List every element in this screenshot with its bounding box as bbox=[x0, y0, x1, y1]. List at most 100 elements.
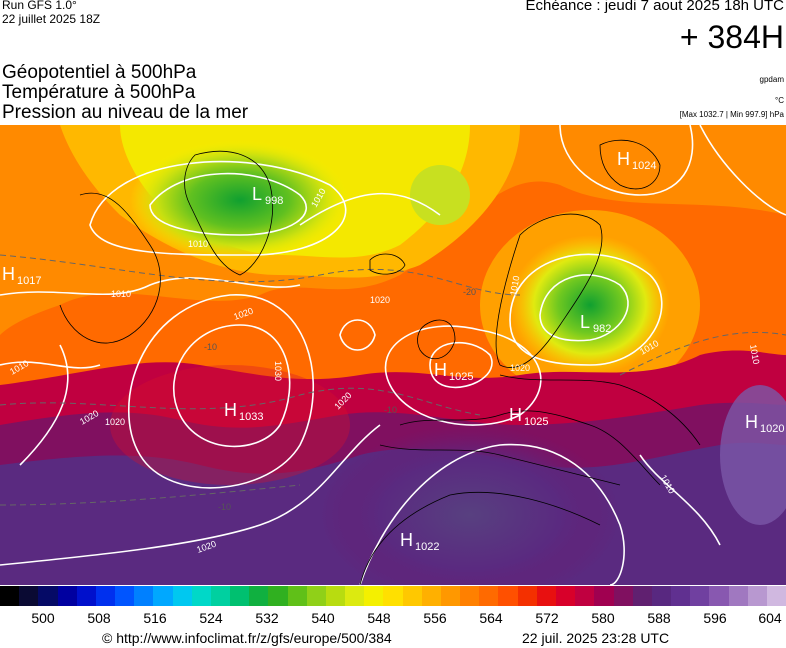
scale-swatch bbox=[153, 586, 173, 606]
scale-swatch bbox=[306, 586, 326, 606]
scale-swatch bbox=[134, 586, 154, 606]
isobar-label: 1030 bbox=[273, 361, 283, 381]
scale-swatch bbox=[709, 586, 729, 606]
scale-swatch bbox=[115, 586, 135, 606]
scale-swatch bbox=[594, 586, 614, 606]
scale-swatch bbox=[95, 586, 116, 606]
source-url[interactable]: © http://www.infoclimat.fr/z/gfs/europe/… bbox=[102, 630, 392, 646]
scale-tick: 500 bbox=[31, 610, 55, 626]
scale-swatch bbox=[364, 586, 384, 606]
scale-swatch bbox=[402, 586, 422, 606]
center-value: 982 bbox=[593, 323, 611, 335]
center-value: 1033 bbox=[239, 411, 263, 423]
high-center-label: H 1024 bbox=[617, 149, 656, 172]
scale-swatch bbox=[651, 586, 672, 606]
scale-swatch bbox=[517, 586, 537, 606]
high-center-label: H 1020 bbox=[745, 412, 784, 435]
scale-swatch bbox=[536, 586, 556, 606]
scale-tick: 580 bbox=[591, 610, 615, 626]
high-center-label: H 1025 bbox=[434, 360, 473, 383]
center-value: 1022 bbox=[415, 541, 439, 553]
center-value: 1020 bbox=[760, 423, 784, 435]
scale-swatch bbox=[690, 586, 710, 606]
scale-swatch bbox=[57, 586, 77, 606]
scale-swatch bbox=[671, 586, 691, 606]
forecast-hour: + 384H bbox=[679, 19, 784, 55]
scale-swatch bbox=[613, 586, 633, 606]
scale-swatch bbox=[19, 586, 39, 606]
isobar-label: 1020 bbox=[105, 417, 125, 427]
scale-tick: 604 bbox=[758, 610, 782, 626]
unit-celsius: °C bbox=[775, 96, 784, 105]
scale-swatch bbox=[76, 586, 96, 606]
isobar-label: 1010 bbox=[188, 239, 208, 249]
scale-tick: 540 bbox=[311, 610, 335, 626]
pressure-centers: L 998 H 1024 H 1017 L 982 H 1025 H 1033 H 1025 … bbox=[2, 149, 784, 553]
isobar-label: 1020 bbox=[510, 363, 530, 373]
scale-tick: 516 bbox=[143, 610, 167, 626]
isobar-label: 1020 bbox=[370, 295, 390, 305]
scale-swatch bbox=[268, 586, 288, 606]
center-letter: H bbox=[400, 530, 413, 550]
center-letter: L bbox=[580, 312, 590, 332]
scale-swatch bbox=[383, 586, 403, 606]
high-center-label: H 1022 bbox=[400, 530, 439, 553]
title-temperature: Température à 500hPa bbox=[2, 82, 196, 103]
pressure-range: [Max 1032.7 | Min 997.9] hPa bbox=[679, 110, 784, 119]
color-scale bbox=[0, 586, 786, 606]
run-label: Run GFS 1.0° bbox=[2, 0, 77, 12]
isobar-label: 1010 bbox=[748, 344, 761, 365]
scale-swatch bbox=[345, 586, 365, 606]
isobars bbox=[0, 125, 786, 585]
unit-gpdam: gpdam bbox=[759, 75, 784, 84]
high-center-label: H 1033 bbox=[224, 400, 263, 423]
scale-swatch bbox=[249, 586, 269, 606]
scale-swatch bbox=[0, 586, 20, 606]
title-geopotential: Géopotentiel à 500hPa bbox=[2, 62, 197, 83]
scale-tick: 596 bbox=[703, 610, 727, 626]
scale-swatch bbox=[230, 586, 250, 606]
isotherm-label: -10 bbox=[384, 405, 397, 415]
coastlines bbox=[59, 139, 701, 585]
scale-tick: 548 bbox=[367, 610, 391, 626]
center-letter: L bbox=[252, 184, 262, 204]
weather-map: L 998 H 1024 H 1017 L 982 H 1025 H 1033 H 1025 … bbox=[0, 125, 786, 585]
center-letter: H bbox=[224, 400, 237, 420]
scale-swatch bbox=[728, 586, 748, 606]
center-letter: H bbox=[2, 264, 15, 284]
color-scale-ticks: 500 508 516 524 532 540 548 556 564 572 … bbox=[0, 610, 786, 628]
isobar-label: 1010 bbox=[111, 289, 131, 299]
scale-tick: 564 bbox=[479, 610, 503, 626]
scale-swatch bbox=[747, 586, 767, 606]
low-center-label: L 982 bbox=[580, 312, 611, 335]
center-letter: H bbox=[617, 149, 630, 169]
isotherm-label: -10 bbox=[204, 342, 217, 352]
scale-swatch bbox=[191, 586, 211, 606]
low-center-label: L 998 bbox=[252, 184, 283, 207]
title-pressure: Pression au niveau de la mer bbox=[2, 102, 249, 123]
temperature-labels: -20 -10 -10 -10 bbox=[204, 287, 476, 512]
scale-swatch bbox=[440, 586, 461, 606]
isotherms bbox=[0, 254, 786, 506]
scale-tick: 532 bbox=[255, 610, 279, 626]
high-center-label: H 1025 bbox=[509, 405, 548, 428]
center-value: 1025 bbox=[524, 416, 548, 428]
scale-swatch bbox=[632, 586, 652, 606]
center-letter: H bbox=[745, 412, 758, 432]
scale-swatch bbox=[766, 586, 786, 606]
scale-tick: 572 bbox=[535, 610, 559, 626]
center-value: 1024 bbox=[632, 160, 656, 172]
scale-swatch bbox=[172, 586, 192, 606]
run-time: 22 juillet 2025 18Z bbox=[2, 12, 101, 26]
scale-tick: 588 bbox=[647, 610, 671, 626]
scale-swatch bbox=[498, 586, 518, 606]
center-value: 1025 bbox=[449, 371, 473, 383]
scale-swatch bbox=[460, 586, 480, 606]
isotherm-label: -10 bbox=[218, 502, 231, 512]
scale-swatch bbox=[555, 586, 576, 606]
isobar-label: 1010 bbox=[508, 275, 521, 296]
scale-swatch bbox=[287, 586, 307, 606]
isotherm-label: -20 bbox=[463, 287, 476, 297]
center-letter: H bbox=[509, 405, 522, 425]
scale-tick: 508 bbox=[87, 610, 111, 626]
